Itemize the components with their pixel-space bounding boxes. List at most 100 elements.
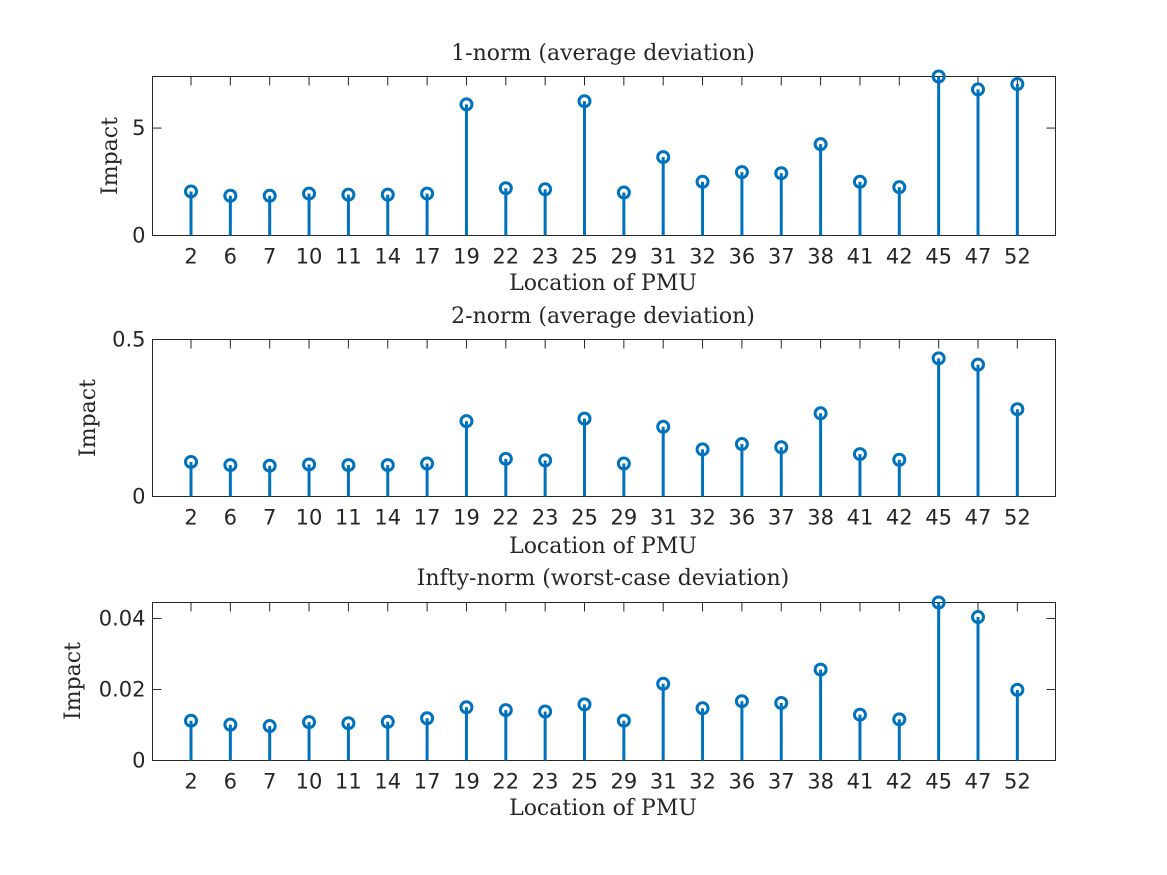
subplot-2: 2-norm (average deviation) 2 6 7 10 11 14 17 19… bbox=[76, 304, 1056, 559]
x-tick-label: 14 bbox=[374, 506, 401, 530]
stem-marker bbox=[184, 713, 198, 728]
x-tick-label: 47 bbox=[965, 506, 992, 530]
y-tick-label: 0.02 bbox=[99, 677, 146, 701]
y-tick-label: 0 bbox=[132, 224, 145, 248]
subplot-1-title: 1-norm (average deviation) bbox=[451, 41, 755, 66]
x-tick-label: 52 bbox=[1004, 245, 1031, 269]
x-tick-label: 36 bbox=[729, 506, 756, 530]
x-tick-label: 22 bbox=[492, 245, 519, 269]
x-tick-label: 23 bbox=[532, 506, 559, 530]
x-tick-label: 38 bbox=[807, 245, 834, 269]
x-tick-label: 29 bbox=[610, 770, 637, 794]
stem-marker bbox=[223, 188, 238, 203]
stem-marker bbox=[341, 716, 356, 731]
stem-marker bbox=[538, 453, 553, 468]
stem-marker bbox=[184, 454, 198, 469]
x-tick-label: 25 bbox=[571, 245, 598, 269]
x-tick-label: 42 bbox=[886, 245, 913, 269]
stem-marker bbox=[459, 97, 474, 112]
x-tick-label: 25 bbox=[571, 770, 598, 794]
x-tick-label: 22 bbox=[492, 770, 519, 794]
x-tick-label: 10 bbox=[296, 770, 323, 794]
stem-marker bbox=[656, 419, 671, 434]
stem-marker bbox=[498, 703, 513, 718]
stem-marker bbox=[302, 186, 317, 201]
x-tick-label: 32 bbox=[689, 245, 716, 269]
stem-marker bbox=[774, 695, 789, 710]
stem-marker bbox=[380, 458, 395, 473]
stem-marker bbox=[734, 437, 749, 452]
stem-marker bbox=[852, 447, 867, 462]
stem-marker bbox=[184, 184, 198, 199]
stem-marker bbox=[852, 174, 867, 189]
stem-marker bbox=[459, 700, 474, 715]
stem-marker bbox=[695, 701, 710, 716]
x-tick-label: 36 bbox=[729, 245, 756, 269]
subplot-3-ylabel: Impact bbox=[61, 642, 86, 720]
stem-marker bbox=[262, 458, 277, 473]
stem-marker bbox=[734, 694, 749, 709]
x-tick-label: 32 bbox=[689, 506, 716, 530]
x-tick-label: 37 bbox=[768, 245, 795, 269]
stem-marker bbox=[223, 717, 238, 732]
x-tick-label: 11 bbox=[335, 245, 362, 269]
x-tick-label: 19 bbox=[453, 770, 480, 794]
stem-marker bbox=[971, 357, 985, 372]
stem-marker bbox=[616, 713, 631, 728]
x-tick-label: 52 bbox=[1004, 770, 1031, 794]
x-tick-label: 14 bbox=[374, 245, 401, 269]
subplot-1-marks: 2 6 7 10 11 14 17 19 22 23 25 29 31 32 36 37 38 41 42 45 47 5… bbox=[132, 69, 1056, 269]
subplot-1-ylabel: Impact bbox=[98, 117, 123, 195]
y-tick-label: 0.5 bbox=[112, 328, 145, 352]
stem-marker bbox=[774, 440, 789, 455]
subplot-3-marks: 2 6 7 10 11 14 17 19 22 23 25 29 31 32 36 37 38 41 42 45 47 5… bbox=[99, 595, 1056, 794]
stem-marker bbox=[931, 595, 946, 610]
subplot-3-title: Infty-norm (worst-case deviation) bbox=[417, 566, 790, 591]
stem-marker bbox=[695, 442, 710, 457]
x-tick-label: 11 bbox=[335, 770, 362, 794]
x-tick-label: 38 bbox=[807, 506, 834, 530]
x-tick-label: 29 bbox=[610, 506, 637, 530]
stem-marker bbox=[302, 715, 317, 730]
stem-marker bbox=[223, 458, 238, 473]
stem-marker bbox=[892, 452, 907, 467]
stem-marker bbox=[813, 137, 828, 152]
x-tick-label: 41 bbox=[847, 770, 874, 794]
stem-marker bbox=[774, 166, 789, 181]
stem-marker bbox=[498, 451, 513, 466]
stem-marker bbox=[813, 406, 828, 421]
x-tick-label: 31 bbox=[650, 245, 677, 269]
y-tick-label: 0.04 bbox=[99, 606, 146, 630]
x-tick-label: 36 bbox=[729, 770, 756, 794]
stem-marker bbox=[971, 82, 985, 97]
x-tick-label: 17 bbox=[414, 245, 441, 269]
x-tick-label: 47 bbox=[965, 770, 992, 794]
subplot-1-xlabel: Location of PMU bbox=[509, 271, 697, 296]
x-tick-label: 2 bbox=[184, 770, 197, 794]
stem-marker bbox=[538, 704, 553, 719]
x-tick-label: 31 bbox=[650, 506, 677, 530]
stem-marker bbox=[971, 610, 985, 625]
x-tick-label: 37 bbox=[768, 506, 795, 530]
stem-marker bbox=[656, 676, 671, 691]
stem-marker bbox=[931, 351, 946, 366]
stem-marker bbox=[813, 662, 828, 677]
stem-marker bbox=[616, 456, 631, 471]
x-tick-label: 6 bbox=[224, 245, 237, 269]
x-tick-label: 17 bbox=[414, 770, 441, 794]
x-tick-label: 52 bbox=[1004, 506, 1031, 530]
stem-marker bbox=[656, 150, 671, 165]
x-tick-label: 2 bbox=[184, 245, 197, 269]
stem-marker bbox=[1010, 682, 1025, 697]
x-tick-label: 22 bbox=[492, 506, 519, 530]
stem-marker bbox=[420, 456, 435, 471]
subplot-2-xlabel: Location of PMU bbox=[509, 534, 697, 559]
stem-marker bbox=[577, 94, 592, 109]
stem-marker bbox=[538, 182, 553, 197]
stem-marker bbox=[1010, 77, 1025, 92]
x-tick-label: 25 bbox=[571, 506, 598, 530]
x-tick-label: 14 bbox=[374, 770, 401, 794]
x-tick-label: 38 bbox=[807, 770, 834, 794]
stem-marker bbox=[420, 186, 435, 201]
